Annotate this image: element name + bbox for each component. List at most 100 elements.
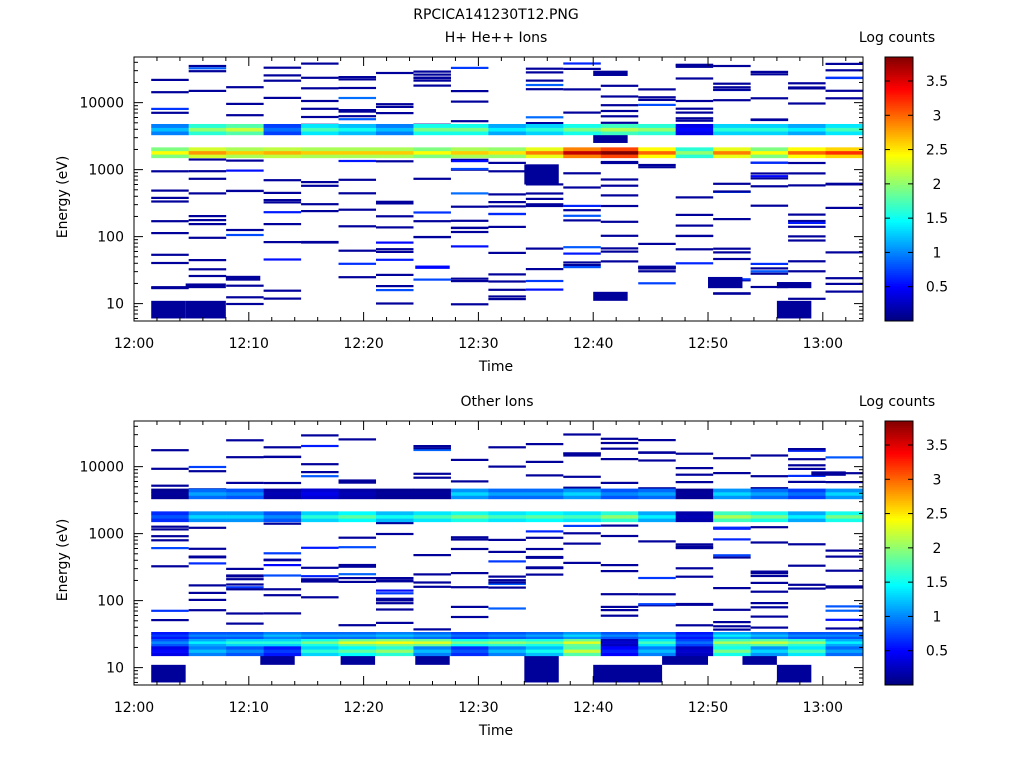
band-cell [301, 127, 339, 132]
scatter-line [788, 480, 826, 483]
scatter-line [301, 580, 339, 583]
band-cell [788, 488, 826, 493]
scatter-line [338, 249, 377, 252]
scatter-line [675, 262, 714, 265]
count-block [524, 655, 559, 683]
scatter-line [413, 70, 451, 73]
band-cell [750, 127, 789, 132]
band-cell [675, 154, 714, 159]
colorbar-cell [885, 577, 913, 580]
band-cell [375, 518, 414, 523]
scatter-line [788, 587, 826, 590]
band-cell [600, 518, 639, 523]
scatter-line [488, 273, 526, 276]
colorbar-cell [885, 142, 913, 146]
colorbar-cell [885, 109, 913, 113]
scatter-line [563, 209, 601, 212]
colorbar-cell [885, 145, 913, 148]
band-cell [675, 511, 714, 516]
scatter-line [488, 288, 526, 291]
band-cell [750, 652, 789, 657]
scatter-line [188, 158, 227, 161]
band-cell [600, 638, 639, 642]
count-block [415, 655, 450, 665]
scatter-line [338, 565, 377, 568]
count-block [185, 283, 226, 289]
band-cell [375, 488, 414, 493]
band-cell [750, 123, 789, 128]
colorbar-cell [885, 630, 913, 633]
colorbar-cell [885, 495, 913, 499]
scatter-line [675, 467, 714, 470]
scatter-line [825, 290, 864, 293]
band-cell [375, 649, 414, 653]
band-cell [600, 636, 639, 640]
scatter-line [151, 107, 189, 110]
scatter-line [338, 262, 377, 265]
scatter-line [263, 199, 302, 202]
colorbar-cell [885, 288, 913, 291]
band-cell [750, 150, 789, 155]
scatter-line [825, 97, 864, 100]
scatter-line [301, 575, 339, 578]
scatter-line [450, 615, 489, 619]
band-cell [600, 123, 639, 128]
scatter-line [638, 270, 676, 273]
band-cell [338, 649, 377, 653]
scatter-line [301, 99, 339, 103]
colorbar-cell [885, 506, 913, 510]
band-cell [638, 154, 676, 159]
scatter-line [488, 193, 526, 196]
band-cell [525, 150, 564, 155]
scatter-line [263, 96, 302, 99]
colorbar-cell [885, 643, 913, 646]
scatter-line [750, 570, 789, 573]
band-cell [638, 147, 676, 152]
band-cell [301, 511, 339, 516]
band-cell [151, 492, 189, 496]
colorbar-tick-label: 1.5 [926, 575, 948, 591]
scatter-line [713, 86, 751, 89]
band-cell [750, 649, 789, 653]
band-cell [638, 652, 676, 657]
colorbar-cell [885, 230, 913, 234]
colorbar-cell [885, 619, 913, 622]
scatter-line [638, 166, 676, 169]
scatter-line [713, 538, 751, 541]
band-cell [263, 147, 302, 152]
colorbar-cell [885, 498, 913, 501]
band-cell [301, 638, 339, 642]
scatter-line [151, 111, 189, 114]
colorbar-cell [885, 101, 913, 104]
band-cell [338, 495, 377, 500]
band-cell [675, 492, 714, 496]
band-cell [188, 634, 227, 637]
scatter-line [301, 566, 339, 569]
band-cell [750, 511, 789, 516]
colorbar-cell [885, 85, 913, 89]
band-cell [338, 638, 377, 642]
count-block [776, 300, 812, 319]
band-cell [525, 514, 564, 519]
scatter-line [188, 70, 227, 73]
band-cell [525, 127, 564, 132]
band-cell [525, 511, 564, 516]
band-cell [525, 131, 564, 136]
band-cell [263, 636, 302, 640]
band-cell [525, 643, 564, 647]
scatter-line [713, 628, 751, 631]
band-cell [226, 495, 264, 500]
band-cell [188, 643, 227, 647]
scatter-line [338, 225, 377, 228]
band-cell [675, 150, 714, 155]
scatter-line [638, 242, 676, 245]
colorbar-cell [885, 515, 913, 519]
scatter-line [301, 546, 339, 549]
scatter-line [788, 270, 826, 273]
band-cell [375, 123, 414, 128]
colorbar-cell [885, 614, 913, 618]
scatter-line [375, 522, 414, 525]
band-cell [675, 632, 714, 635]
scatter-line [713, 88, 751, 91]
